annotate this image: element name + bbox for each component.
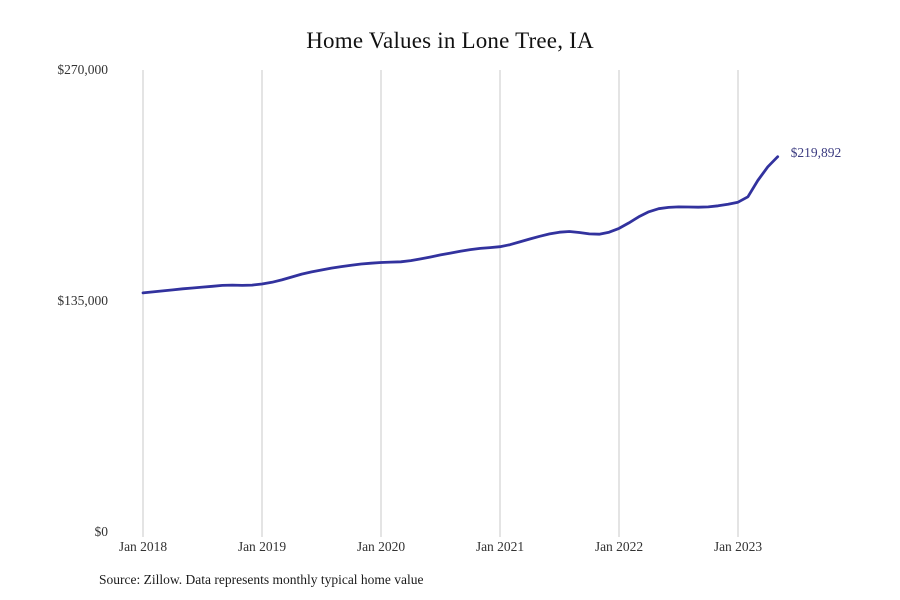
chart-title: Home Values in Lone Tree, IA [306,28,594,53]
x-tick-label: Jan 2020 [356,539,406,554]
y-tick-label: $0 [94,524,109,539]
series-group [141,155,780,295]
x-tick-label: Jan 2021 [475,539,525,554]
home-value-line [141,155,780,295]
x-tick-label: Jan 2022 [594,539,644,554]
vertical-gridlines [142,70,739,537]
last-value-annotation: $219,892 [790,144,842,160]
y-tick-label: $270,000 [57,62,108,77]
x-tick-label: Jan 2019 [237,539,287,554]
x-tick-label: Jan 2018 [118,539,168,554]
y-tick-label: $135,000 [57,293,108,308]
x-tick-label: Jan 2023 [713,539,763,554]
source-note: Source: Zillow. Data represents monthly … [99,572,424,587]
